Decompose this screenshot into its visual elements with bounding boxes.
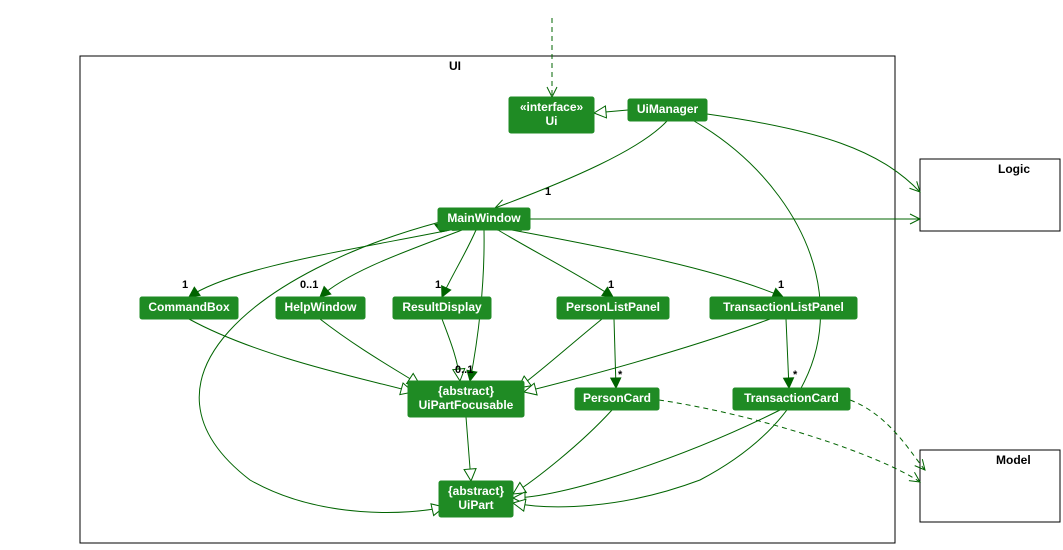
package-model-label: Model: [996, 453, 1031, 467]
node-helpWindow: HelpWindow: [276, 297, 365, 319]
node-uiPart: {abstract}UiPart: [439, 481, 513, 517]
multiplicity-2: 0..1: [300, 279, 318, 291]
node-uiPartFoc-line-1: UiPartFocusable: [419, 398, 514, 412]
edge-pl-gen-foc: [514, 319, 602, 393]
edge-pcard-gen-part: [510, 410, 612, 499]
node-txnCard-line-0: TransactionCard: [744, 391, 839, 405]
edge-help-gen-foc: [320, 319, 423, 390]
edge-tcard-dep-model: [850, 400, 929, 473]
node-mainWindow-line-0: MainWindow: [447, 211, 521, 225]
node-uiPart-line-1: UiPart: [458, 498, 493, 512]
node-mainWindow: MainWindow: [438, 208, 530, 230]
node-uiPartFoc: {abstract}UiPartFocusable: [408, 381, 524, 417]
node-helpWindow-line-0: HelpWindow: [285, 300, 358, 314]
edge-mgr-to-logic: [707, 114, 924, 195]
edge-cmd-gen-foc: [189, 319, 415, 398]
multiplicity-0: 1: [545, 186, 551, 198]
edge-foc-gen-part: [464, 417, 477, 481]
node-ui-line-0: «interface»: [520, 100, 584, 114]
node-uiPart-line-0: {abstract}: [448, 484, 504, 498]
node-personList: PersonListPanel: [557, 297, 669, 319]
edge-tcard-gen-part: [513, 410, 780, 504]
package-ui-label: UI: [449, 59, 461, 73]
multiplicity-7: *: [618, 369, 623, 381]
node-txnList-line-0: TransactionListPanel: [723, 300, 844, 314]
node-uiManager: UiManager: [628, 99, 707, 121]
node-personCard: PersonCard: [575, 388, 659, 410]
node-ui: «interface»Ui: [509, 97, 594, 133]
edge-mgr-to-main: [493, 121, 667, 213]
multiplicity-1: 1: [182, 279, 188, 291]
node-commandBox: CommandBox: [140, 297, 238, 319]
edges-layer: [186, 18, 929, 516]
multiplicity-3: 1: [435, 279, 441, 291]
node-commandBox-line-0: CommandBox: [148, 300, 230, 314]
edge-main-comp-cmd: [186, 220, 452, 301]
node-personList-line-0: PersonListPanel: [566, 300, 660, 314]
multiplicity-5: 1: [778, 279, 784, 291]
nodes-layer: «interface»Ui UiManager MainWindow CommandB…: [140, 97, 857, 517]
edge-ext-to-ui: [547, 18, 557, 97]
multiplicity-6: 0..1: [455, 364, 473, 376]
node-resultDisplay: ResultDisplay: [393, 297, 491, 319]
node-txnList: TransactionListPanel: [710, 297, 857, 319]
edge-mgr-realize-ui: [593, 106, 628, 119]
package-model: Model: [920, 450, 1060, 522]
node-resultDisplay-line-0: ResultDisplay: [402, 300, 482, 314]
edge-pcard-dep-model: [659, 400, 923, 486]
package-logic: Logic: [920, 159, 1060, 231]
node-txnCard: TransactionCard: [733, 388, 850, 410]
node-uiPartFoc-line-0: {abstract}: [438, 384, 494, 398]
edge-main-to-logic: [530, 214, 920, 224]
multiplicity-8: *: [793, 369, 798, 381]
multiplicity-4: 1: [608, 279, 614, 291]
node-personCard-line-0: PersonCard: [583, 391, 651, 405]
package-logic-label: Logic: [998, 162, 1030, 176]
edge-tl-gen-foc: [523, 319, 770, 398]
node-uiManager-line-0: UiManager: [637, 102, 699, 116]
node-ui-line-1: Ui: [546, 114, 558, 128]
